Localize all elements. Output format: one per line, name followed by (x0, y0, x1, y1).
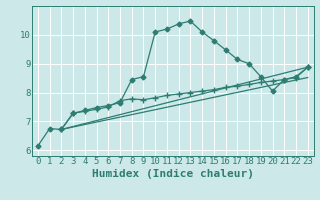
X-axis label: Humidex (Indice chaleur): Humidex (Indice chaleur) (92, 168, 254, 179)
